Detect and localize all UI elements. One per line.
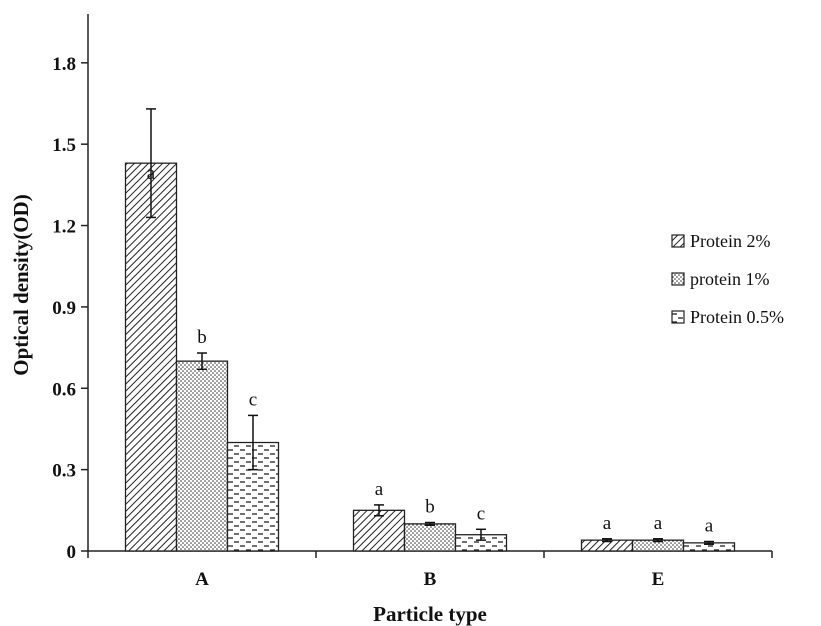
- error-bars: [146, 108, 714, 545]
- x-axis-title: Particle type: [373, 602, 487, 626]
- y-tick-label: 1.8: [52, 54, 76, 75]
- significance-letter: a: [147, 163, 156, 184]
- significance-letter: a: [603, 513, 612, 534]
- y-tick-label: 0.9: [52, 298, 76, 319]
- y-tick-label: 1.2: [52, 217, 76, 238]
- legend-swatch: [671, 234, 685, 248]
- bar: [403, 523, 457, 552]
- bar: [124, 162, 178, 552]
- y-tick-label: 0.3: [52, 461, 76, 482]
- legend-swatch: [671, 272, 685, 286]
- y-tick-label: 0: [67, 542, 77, 563]
- significance-letter: a: [705, 516, 714, 537]
- bar: [175, 360, 229, 552]
- y-tick-label: 0.6: [52, 379, 76, 400]
- significance-letter: a: [375, 479, 384, 500]
- legend-label: Protein 0.5%: [690, 307, 784, 327]
- legend-label: Protein 2%: [690, 231, 771, 251]
- significance-letter: c: [477, 503, 485, 524]
- x-tick-label: A: [195, 569, 209, 590]
- x-tick-label: B: [424, 569, 437, 590]
- bars: [124, 162, 736, 552]
- y-axis-title: Optical density(OD): [9, 194, 33, 375]
- legend-label: protein 1%: [690, 269, 769, 289]
- significance-letters: a a a b b a c c a: [147, 163, 714, 536]
- x-tick-label: E: [652, 569, 665, 590]
- significance-letter: b: [425, 497, 435, 518]
- significance-letter: b: [197, 327, 207, 348]
- y-tick-label: 1.5: [52, 135, 76, 156]
- y-axis-ticks: 0 0.3 0.6 0.9 1.2 1.5 1.8: [52, 54, 88, 563]
- significance-letter: a: [654, 513, 663, 534]
- legend-swatch: [671, 310, 685, 324]
- significance-letter: c: [249, 389, 257, 410]
- legend: Protein 2% protein 1% Protein 0.5%: [671, 231, 784, 327]
